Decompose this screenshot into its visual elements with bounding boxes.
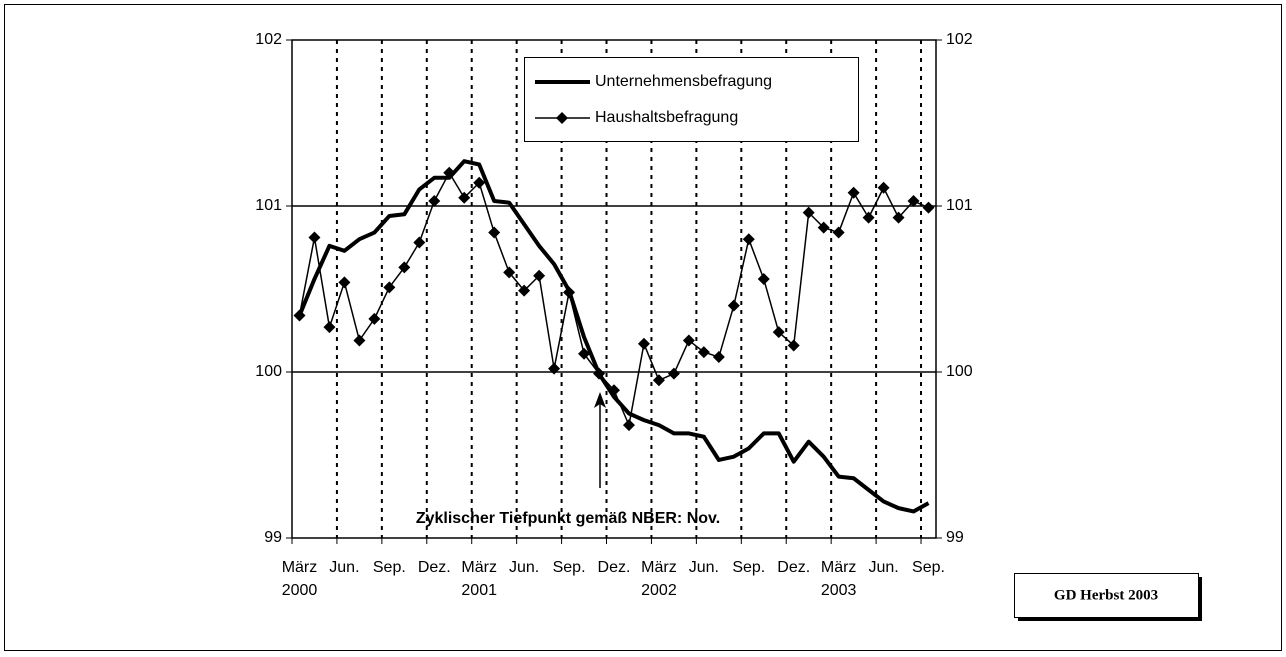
marker [772,326,785,339]
marker [383,281,396,294]
x-tick-label: Dez. [418,559,451,576]
marker [682,334,695,347]
marker [847,186,860,199]
y2-tick-label: 99 [946,529,964,546]
marker [877,181,890,194]
x-tick-label: Jun. [868,559,898,576]
marker [428,195,441,208]
marker [652,374,665,387]
y2-tick-label: 100 [946,363,973,380]
x-tick-label: Sep. [553,559,586,576]
marker [563,286,576,299]
marker [712,351,725,364]
annotation: Zyklischer Tiefpunkt gemäß NBER: Nov. [416,510,720,527]
marker [757,273,770,286]
arrow-head [594,392,606,408]
marker [533,269,546,282]
x-year-label: 2003 [821,582,857,599]
marker [473,176,486,189]
marker [922,201,935,214]
x-tick-label: März [282,559,318,576]
x-tick-label: Jun. [689,559,719,576]
y-tick-label: 101 [255,197,282,214]
x-tick-label: März [461,559,497,576]
marker [862,211,875,224]
marker [308,231,321,244]
marker [787,339,800,352]
legend-label: Unternehmensbefragung [595,73,772,90]
x-tick-label: März [821,559,857,576]
marker [458,191,471,204]
y2-tick-label: 102 [946,31,973,48]
marker [802,206,815,219]
legend-marker [556,112,568,124]
plot-border [291,39,937,539]
legend-box [524,57,859,142]
source: GD Herbst 2003 [1054,587,1158,603]
x-year-label: 2000 [282,582,318,599]
line [297,159,930,514]
frame [4,4,1282,651]
marker [697,346,710,359]
marker [338,276,351,289]
marker [637,337,650,350]
marker [667,367,680,380]
marker [293,309,306,322]
x-tick-label: März [641,559,677,576]
marker [548,362,561,375]
marker [518,284,531,297]
x-tick-label: Jun. [329,559,359,576]
legend-label: Haushaltsbefragung [595,109,738,126]
marker [413,236,426,249]
x-year-label: 2001 [461,582,497,599]
marker [353,334,366,347]
marker [608,384,620,397]
source-box [1014,573,1199,618]
marker [443,166,456,179]
marker [368,312,381,325]
x-tick-label: Sep. [732,559,765,576]
x-tick-label: Sep. [912,559,945,576]
y-tick-label: 100 [255,363,282,380]
x-tick-label: Jun. [509,559,539,576]
marker [817,221,830,234]
marker [742,233,755,246]
x-tick-label: Dez. [598,559,631,576]
marker [907,195,920,208]
marker [622,419,635,432]
marker [398,261,411,274]
marker [578,347,591,360]
x-tick-label: Sep. [373,559,406,576]
y2-tick-label: 101 [946,197,973,214]
y-tick-label: 102 [255,31,282,48]
marker [593,367,606,380]
marker [892,211,905,224]
marker [832,226,845,239]
y-tick-label: 99 [264,529,282,546]
x-year-label: 2002 [641,582,677,599]
x-tick-label: Dez. [777,559,810,576]
marker [488,226,501,239]
marker [503,266,516,279]
marker [323,321,336,334]
marker [727,299,740,312]
